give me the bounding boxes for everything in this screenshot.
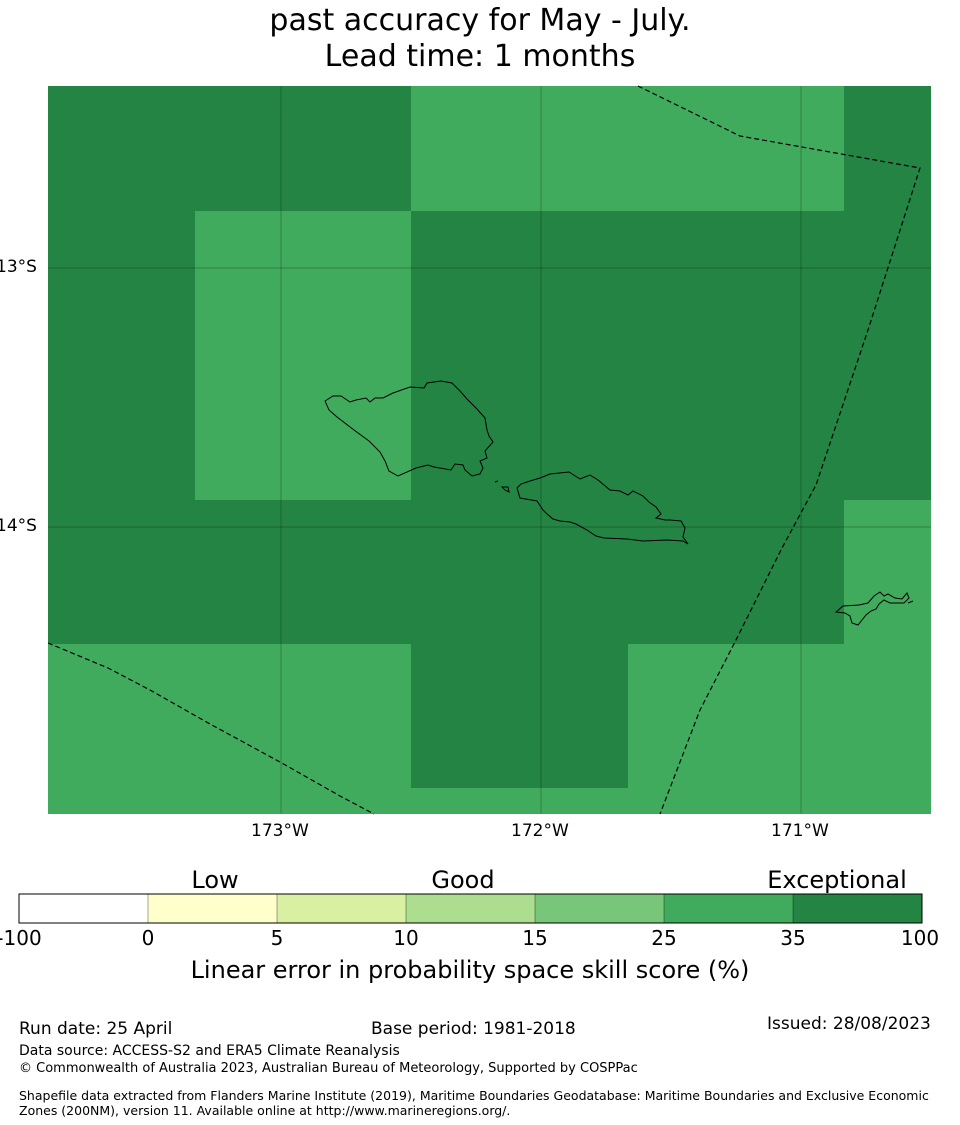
grid-cell xyxy=(628,86,844,211)
colorbar-label: Linear error in probability space skill … xyxy=(190,956,750,984)
grid-cell xyxy=(411,788,628,814)
grid-cell xyxy=(844,211,931,500)
coastline xyxy=(324,380,914,626)
colorbar-tick: 15 xyxy=(522,926,548,950)
skill-grid xyxy=(48,86,931,814)
grid-cell xyxy=(48,500,195,644)
map-title-line-2: Lead time: 1 months xyxy=(324,39,636,74)
grid-cell xyxy=(628,500,844,644)
copyright: © Commonwealth of Australia 2023, Austra… xyxy=(19,1061,638,1076)
colorbar-tick: 100 xyxy=(900,926,940,950)
map-title-line-1: past accuracy for May - July. xyxy=(269,3,691,38)
grid-cell xyxy=(628,211,844,500)
eez-boundary xyxy=(47,85,921,815)
colorbar-swatch xyxy=(19,894,148,923)
grid-cell xyxy=(48,211,195,500)
base-period: Base period: 1981-2018 xyxy=(371,1019,576,1039)
colorbar-frame xyxy=(18,893,923,924)
graticule xyxy=(48,86,931,814)
colorbar-tick: 10 xyxy=(393,926,419,950)
grid-cell xyxy=(48,644,195,814)
colorbar-tick: 5 xyxy=(270,926,284,950)
apolima-islet xyxy=(500,486,510,493)
tutuila-island xyxy=(834,591,910,626)
data-source: Data source: ACCESS-S2 and ERA5 Climate … xyxy=(19,1043,400,1059)
grid-cell xyxy=(411,86,628,211)
grid-cell xyxy=(411,644,628,788)
lon-tick-172w: 172°W xyxy=(511,821,569,841)
grid-cell xyxy=(195,500,411,644)
grid-cell xyxy=(411,500,628,644)
lon-tick-171w: 171°W xyxy=(771,821,829,841)
colorbar-swatch xyxy=(535,894,664,923)
colorbar-tick: -100 xyxy=(0,926,42,950)
colorbar-tick: 25 xyxy=(651,926,677,950)
run-date: Run date: 25 April xyxy=(19,1019,173,1039)
colorbar-swatch xyxy=(406,894,535,923)
grid-cell xyxy=(844,86,931,211)
aunuu-islet xyxy=(907,600,914,604)
colorbar-swatch xyxy=(148,894,277,923)
grid-cell xyxy=(48,86,195,211)
upolu-island xyxy=(516,471,689,545)
grid-cell xyxy=(628,644,844,814)
colorbar-swatch xyxy=(664,894,793,923)
lon-tick-173w: 173°W xyxy=(251,821,309,841)
grid-cell xyxy=(195,86,411,211)
colorbar-swatches xyxy=(19,894,922,923)
colorbar-category-low: Low xyxy=(191,866,239,894)
colorbar-swatch xyxy=(793,894,922,923)
grid-cell xyxy=(195,211,411,500)
colorbar-category-good: Good xyxy=(431,866,495,894)
lat-tick-13s: 13°S xyxy=(0,257,37,277)
shapefile-note: Shapefile data extracted from Flanders M… xyxy=(19,1088,929,1118)
grid-cell xyxy=(844,644,931,814)
grid-cell xyxy=(195,644,411,814)
colorbar-tick: 0 xyxy=(141,926,155,950)
lat-tick-14s: 14°S xyxy=(0,516,37,536)
grid-cell xyxy=(411,211,628,500)
grid-cell xyxy=(844,500,931,644)
manono-islet xyxy=(494,480,499,483)
savaii-island xyxy=(324,380,494,477)
colorbar-tick: 35 xyxy=(780,926,806,950)
issued-date: Issued: 28/08/2023 xyxy=(767,1014,931,1034)
colorbar-swatch xyxy=(277,894,406,923)
colorbar-category-exceptional: Exceptional xyxy=(767,866,907,894)
